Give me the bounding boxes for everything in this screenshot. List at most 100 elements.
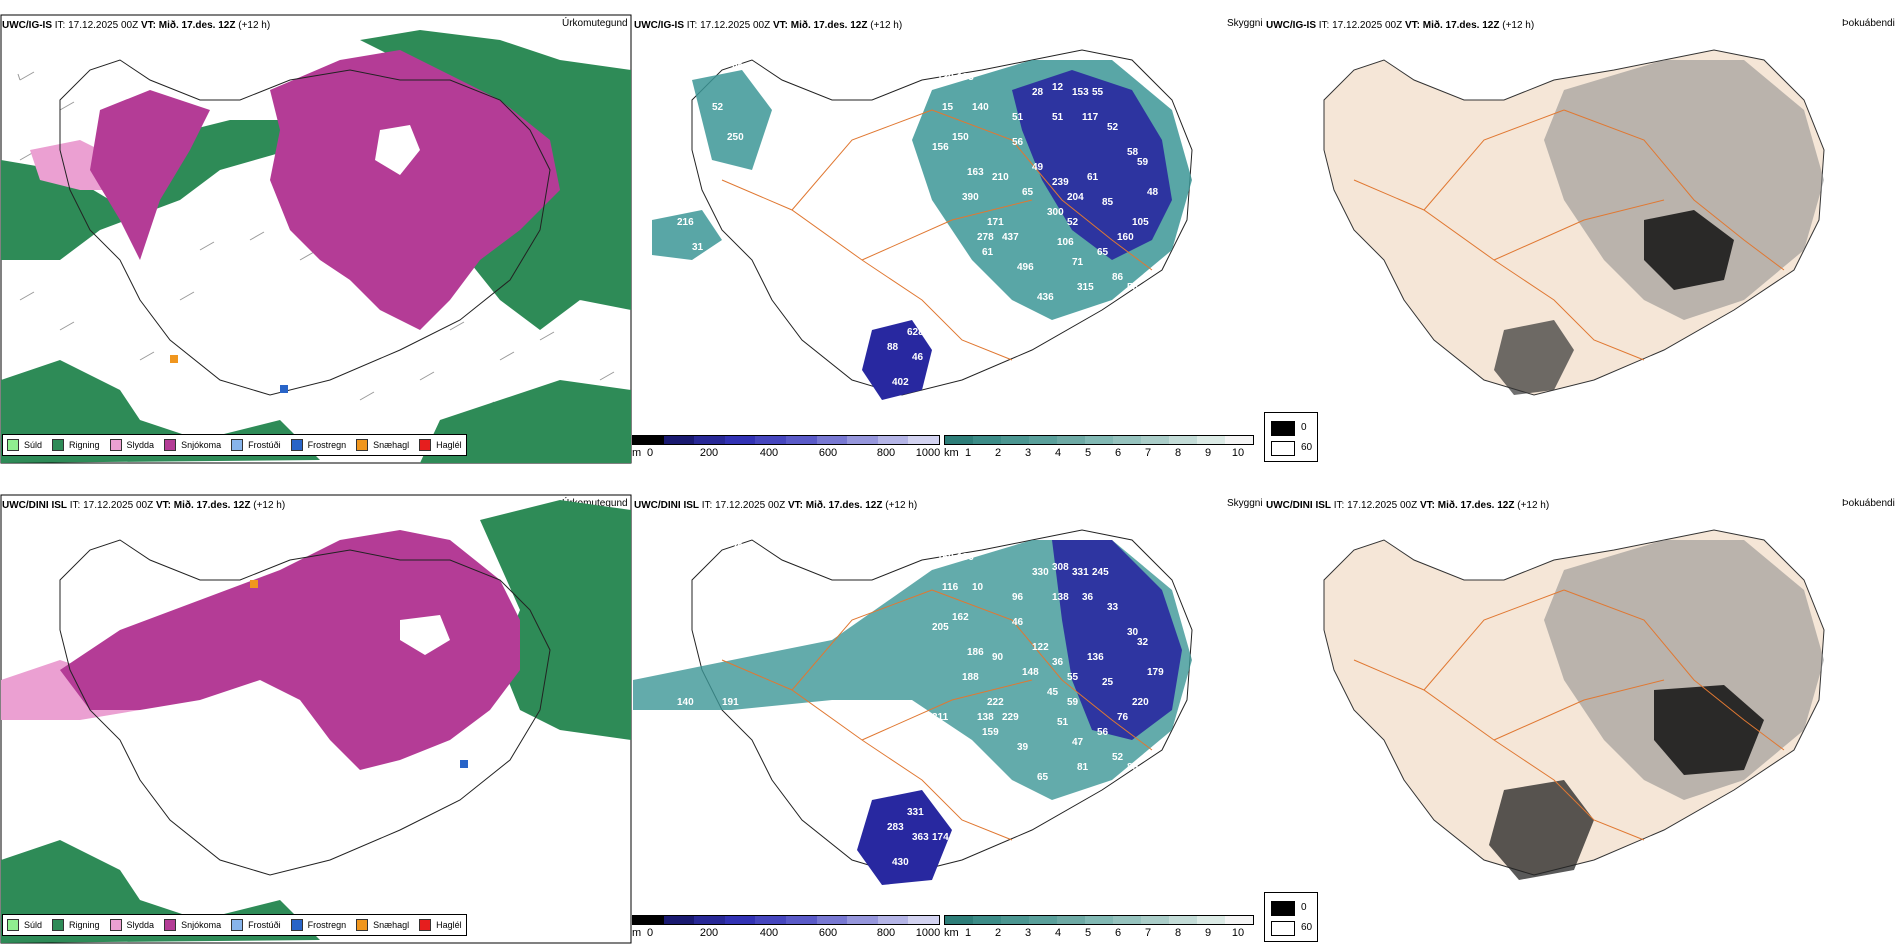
cbar-step (1085, 916, 1113, 924)
cbar-tick: 6 (1114, 447, 1122, 459)
cloud-base-label: 402 (892, 377, 909, 388)
swatch (356, 919, 369, 931)
precip-map (0, 14, 632, 464)
cbar-step (1113, 916, 1141, 924)
legend-item: Haglél (419, 439, 462, 451)
cbar-tick: 200 (699, 927, 719, 939)
cloud-base-colorbar (632, 915, 940, 925)
cbar-tick: 5 (1084, 447, 1092, 459)
cloud-base-label: 46 (1012, 617, 1024, 628)
cloud-base-label: 117 (1082, 112, 1099, 123)
cbar-step (633, 436, 664, 444)
cloud-base-label: 31 (692, 242, 704, 253)
cbar-step (816, 436, 848, 444)
cbar-step (755, 916, 786, 924)
legend-item: Frostregn (290, 919, 346, 931)
cbar-step (1225, 916, 1253, 924)
cbar-step (1029, 916, 1057, 924)
cloud-base-label: 216 (677, 217, 694, 228)
cloud-base-label: 51 (1057, 717, 1069, 728)
cloud-base-label: 326 (722, 217, 739, 228)
cbar-step (908, 916, 939, 924)
cloud-base-label: 57 (727, 612, 739, 623)
panel-header: UWC/IG-IS IT: 17.12.2025 00Z VT: Mið. 17… (2, 20, 271, 31)
panel-header: UWC/IG-IS IT: 17.12.2025 00Z VT: Mið. 17… (634, 20, 903, 31)
swatch (52, 439, 65, 451)
cloud-base-label: 150 (952, 132, 969, 143)
cloud-base-label: 52 (1112, 752, 1124, 763)
cloud-base-label: 220 (1132, 697, 1149, 708)
swatch (7, 919, 19, 931)
cbar-tick: 1000 (915, 927, 941, 939)
cloud-base-label: 46 (912, 352, 924, 363)
swatch (290, 439, 303, 451)
cloud-base-label: 15 (942, 102, 954, 113)
legend-item: Rigning (52, 919, 100, 931)
cbar-step (1197, 916, 1225, 924)
snow-area (90, 90, 210, 260)
cbar-tick: 800 (876, 447, 896, 459)
cloud-base-label: 55 (1067, 672, 1079, 683)
fog-key-black-label: 0 (1301, 422, 1307, 433)
swatch (231, 919, 244, 931)
cbar-tick: 800 (876, 927, 896, 939)
cbar-step (1169, 436, 1197, 444)
cloud-base-label: 628 (907, 327, 924, 338)
cbar-step (633, 916, 664, 924)
cbar-step (1057, 916, 1085, 924)
cloud-base-label: 28 (1032, 87, 1044, 98)
cloud-base-label: 65 (1037, 772, 1049, 783)
rain-area-ne (480, 500, 631, 740)
cloud-base-label: 90 (732, 62, 744, 73)
cloud-base-label: 39 (1017, 742, 1029, 753)
cloud-base-label: 186 (967, 647, 984, 658)
visibility-panel-bottom: UWC/DINI ISL IT: 17.12.2025 00Z VT: Mið.… (632, 480, 1264, 946)
cloud-base-label: 12 (1052, 82, 1064, 93)
snow-area-main (60, 530, 520, 770)
precip-legend: Súld Rigning Slydda Snjókoma Frostúði Fr… (2, 914, 467, 936)
cloud-base-label: 186 (957, 552, 974, 563)
cloud-base-label: 136 (1087, 652, 1104, 663)
fog-dark-s (1489, 780, 1594, 880)
precip-map (0, 494, 632, 944)
island-outline (59, 59, 551, 396)
cbar-step (694, 436, 725, 444)
roads (1353, 589, 1785, 841)
cloud-base-label: 85 (1102, 197, 1114, 208)
legend-item: Snjókoma (164, 919, 221, 931)
cbar-tick: 600 (818, 927, 838, 939)
cbar-unit: m (632, 447, 642, 459)
visibility-panel-top: UWC/IG-IS IT: 17.12.2025 00Z VT: Mið. 17… (632, 0, 1264, 466)
legend-item: Haglél (419, 919, 462, 931)
cloud-base-label: 58 (1127, 282, 1139, 293)
cloud-base-label: 65 (1097, 247, 1109, 258)
cbar-tick: 1 (964, 927, 972, 939)
cbar-step (1001, 436, 1029, 444)
cloud-base-colorbar (632, 435, 940, 445)
rain-area-ne (360, 30, 631, 330)
snow-hole (400, 615, 450, 655)
cloud-base-label: 56 (1097, 727, 1109, 738)
fog-shade (1544, 60, 1824, 320)
cbar-unit: m (632, 927, 642, 939)
cbar-step (1085, 436, 1113, 444)
cbar-step (755, 436, 786, 444)
fog-dark (1654, 685, 1764, 775)
cloud-base-label: 171 (987, 217, 1004, 228)
swatch (164, 919, 177, 931)
roads (1353, 109, 1785, 361)
cloud-base-label: 86 (1112, 272, 1124, 283)
cbar-tick: 9 (1204, 447, 1212, 459)
fog-key-white-label: 60 (1301, 922, 1313, 933)
cloud-base-label: 52 (1067, 217, 1079, 228)
cloud-base-label: 140 (677, 697, 694, 708)
cloud-base-label: 36 (1082, 592, 1094, 603)
swatch (52, 919, 65, 931)
panel-header: UWC/DINI ISL IT: 17.12.2025 00Z VT: Mið.… (2, 500, 286, 511)
swatch (7, 439, 19, 451)
cloud-base-label: 156 (932, 142, 949, 153)
cbar-step (847, 916, 878, 924)
fog-key-black (1271, 901, 1295, 916)
cbar-tick: 3 (1024, 927, 1032, 939)
